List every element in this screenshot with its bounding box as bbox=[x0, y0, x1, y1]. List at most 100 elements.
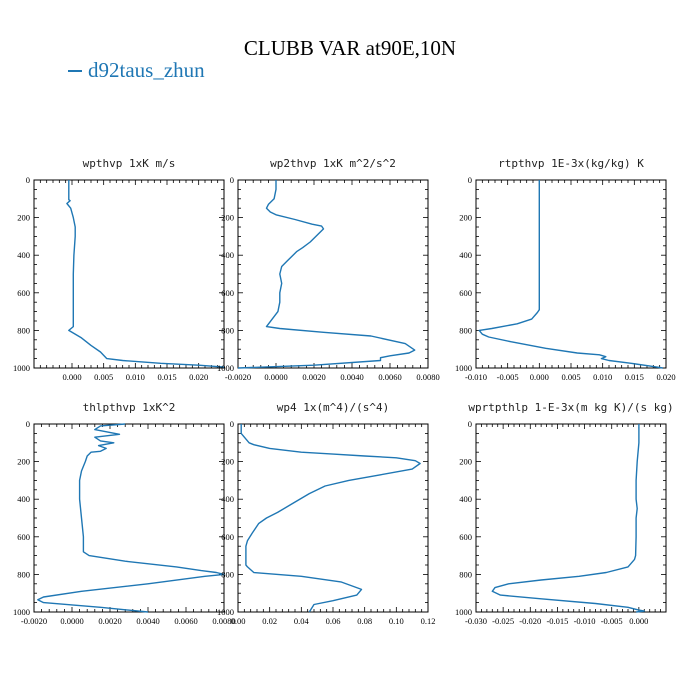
y-tick-label: 1000 bbox=[13, 607, 30, 617]
y-tick-label: 1000 bbox=[13, 363, 30, 373]
panel-3: rtpthvp 1E-3x(kg/kg) K02004006008001000-… bbox=[455, 157, 676, 382]
x-tick-label: 0.020 bbox=[189, 372, 208, 382]
y-tick-label: 800 bbox=[221, 569, 234, 579]
x-tick-label: -0.0020 bbox=[21, 616, 47, 626]
x-tick-label: 0.0020 bbox=[98, 616, 121, 626]
y-tick-label: 600 bbox=[221, 532, 234, 542]
panel-2: wp2thvp 1xK m^2/s^2 0 200 400 600 800 1000-0.0… bbox=[217, 157, 440, 382]
x-tick-label: 0.0000 bbox=[264, 372, 287, 382]
x-tick-label: 0.0020 bbox=[302, 372, 325, 382]
y-tick-label: 200 bbox=[459, 213, 472, 223]
x-tick-label: -0.025 bbox=[492, 616, 514, 626]
x-tick-label: -0.0020 bbox=[225, 372, 251, 382]
x-tick-label: 0.0060 bbox=[378, 372, 401, 382]
x-tick-label: 0.000 bbox=[629, 616, 648, 626]
y-tick-label: 800 bbox=[17, 569, 30, 579]
y-tick-label: 200 bbox=[221, 213, 234, 223]
y-tick-label: 400 bbox=[17, 494, 30, 504]
panel-title: wp2thvp 1xK m^2/s^2 bbox=[270, 157, 396, 170]
x-tick-label: 0.010 bbox=[593, 372, 612, 382]
y-tick-label: 600 bbox=[17, 532, 30, 542]
x-tick-label: 0.0040 bbox=[340, 372, 363, 382]
panel-title: rtpthvp 1E-3x(kg/kg) K bbox=[498, 157, 644, 170]
x-tick-label: 0.12 bbox=[421, 616, 436, 626]
y-tick-label: 400 bbox=[221, 250, 234, 260]
plot-frame bbox=[33, 179, 225, 369]
panel-title: thlpthvp 1xK^2 bbox=[83, 401, 176, 414]
y-tick-label: 200 bbox=[17, 457, 30, 467]
y-tick-label: 0 bbox=[468, 419, 472, 429]
figure-title: CLUBB VAR at90E,10N bbox=[243, 36, 457, 60]
x-tick-label: 0.06 bbox=[326, 616, 341, 626]
y-tick-label: 600 bbox=[17, 288, 30, 298]
x-tick-label: -0.030 bbox=[465, 616, 487, 626]
y-tick-label: 800 bbox=[221, 325, 234, 335]
series-line bbox=[37, 423, 225, 613]
x-tick-label: -0.010 bbox=[574, 616, 596, 626]
y-tick-label: 0 bbox=[26, 419, 30, 429]
y-tick-label: 400 bbox=[221, 494, 234, 504]
legend-line-swatch bbox=[68, 70, 82, 73]
series-line bbox=[491, 424, 645, 613]
y-tick-label: 200 bbox=[17, 213, 30, 223]
legend-label: d92taus_zhun bbox=[88, 58, 205, 82]
plot-frame bbox=[33, 423, 225, 613]
x-tick-label: 0.08 bbox=[357, 616, 372, 626]
x-tick-label: 0.02 bbox=[262, 616, 277, 626]
series-line bbox=[240, 424, 421, 613]
y-tick-label: 600 bbox=[459, 532, 472, 542]
x-tick-label: 0.0060 bbox=[174, 616, 197, 626]
y-tick-label: 200 bbox=[221, 457, 234, 467]
series-line bbox=[237, 180, 416, 369]
panel-title: wprtpthlp 1-E-3x(m kg K)/(s kg) bbox=[468, 401, 673, 414]
x-tick-label: 0.010 bbox=[126, 372, 145, 382]
x-tick-label: 0.015 bbox=[625, 372, 644, 382]
series-line bbox=[478, 180, 663, 369]
x-tick-label: -0.020 bbox=[519, 616, 541, 626]
x-tick-label: -0.005 bbox=[601, 616, 623, 626]
panel-title: wpthvp 1xK m/s bbox=[83, 157, 176, 170]
x-tick-label: 0.005 bbox=[94, 372, 113, 382]
y-tick-label: 0 bbox=[230, 175, 234, 185]
legend: d92taus_zhun bbox=[68, 58, 205, 83]
y-tick-label: 400 bbox=[17, 250, 30, 260]
y-tick-label: 1000 bbox=[217, 363, 234, 373]
y-tick-label: 800 bbox=[17, 325, 30, 335]
x-tick-label: 0.015 bbox=[157, 372, 176, 382]
x-tick-label: 0.0080 bbox=[212, 616, 235, 626]
x-tick-label: 0.000 bbox=[530, 372, 549, 382]
panel-title: wp4 1x(m^4)/(s^4) bbox=[277, 401, 390, 414]
y-tick-label: 1000 bbox=[455, 607, 472, 617]
y-tick-label: 600 bbox=[459, 288, 472, 298]
x-tick-label: 0.0000 bbox=[60, 616, 83, 626]
x-tick-label: -0.010 bbox=[465, 372, 487, 382]
y-tick-label: 1000 bbox=[455, 363, 472, 373]
y-tick-label: 1000 bbox=[217, 607, 234, 617]
x-tick-label: 0.00 bbox=[231, 616, 246, 626]
y-tick-label: 0 bbox=[468, 175, 472, 185]
y-tick-label: 200 bbox=[459, 457, 472, 467]
y-tick-label: 800 bbox=[459, 325, 472, 335]
x-tick-label: -0.005 bbox=[497, 372, 519, 382]
series-line bbox=[66, 180, 225, 368]
y-tick-label: 800 bbox=[459, 569, 472, 579]
y-tick-label: 400 bbox=[459, 494, 472, 504]
x-tick-label: 0.04 bbox=[294, 616, 310, 626]
x-tick-label: 0.005 bbox=[561, 372, 580, 382]
panel-6: wprtpthlp 1-E-3x(m kg K)/(s kg) 0 200 400 60… bbox=[455, 401, 674, 626]
y-tick-label: 400 bbox=[459, 250, 472, 260]
y-tick-label: 0 bbox=[26, 175, 30, 185]
x-tick-label: 0.020 bbox=[656, 372, 675, 382]
x-tick-label: 0.0040 bbox=[136, 616, 159, 626]
x-tick-label: 0.000 bbox=[62, 372, 81, 382]
y-tick-label: 600 bbox=[221, 288, 234, 298]
panel-1: wpthvp 1xK m/s 0 200 400 600 800 1000 0.000 0.00… bbox=[13, 157, 225, 382]
y-tick-label: 0 bbox=[230, 419, 234, 429]
x-tick-label: -0.015 bbox=[546, 616, 568, 626]
x-tick-label: 0.0080 bbox=[416, 372, 439, 382]
x-tick-label: 0.10 bbox=[389, 616, 404, 626]
